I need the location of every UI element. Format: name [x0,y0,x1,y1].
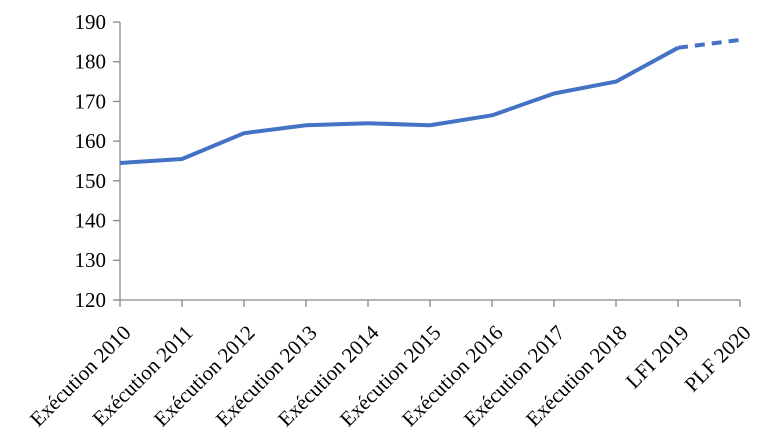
y-axis-tick-label: 190 [75,10,107,34]
y-axis-tick-label: 140 [75,209,107,233]
x-axis-tick-label: PLF 2020 [680,321,756,397]
y-axis-tick-label: 180 [75,50,107,74]
series-line-solid [119,46,679,165]
y-axis-tick-label: 150 [75,169,107,193]
y-axis-tick-label: 120 [75,288,107,312]
series-line-forecast-dashed [677,37,741,50]
y-axis-tick-label: 170 [75,89,107,113]
y-axis-tick-label: 130 [75,248,107,272]
y-axis-tick-label: 160 [75,129,107,153]
